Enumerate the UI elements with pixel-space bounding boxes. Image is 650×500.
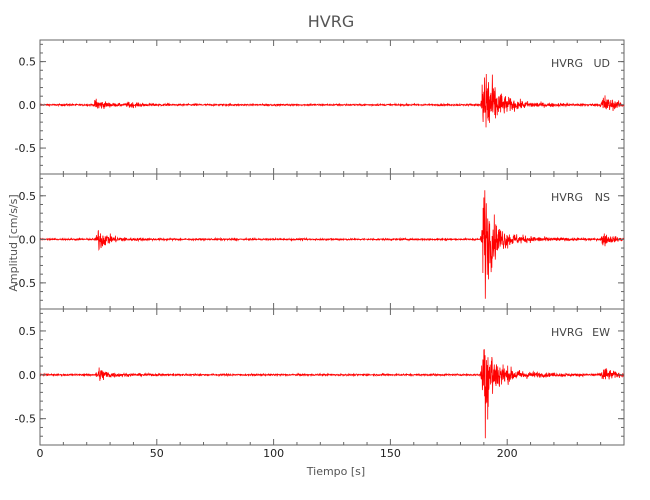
panel-frame	[39, 308, 625, 446]
panel-frame	[39, 173, 625, 310]
panel-ud: 0.5 0.0 -0.5 HVRG UD	[15, 39, 625, 175]
component-label: EW	[592, 326, 610, 339]
y-tick-label: -0.5	[15, 277, 36, 290]
y-tick-label: -0.5	[15, 142, 36, 155]
y-tick-label: 0.0	[19, 369, 37, 382]
panels-group: 0.5 0.0 -0.5 HVRG UD 0.5 0.0 -0.5 HVRG NS 0.5 0.0 -0…	[15, 39, 625, 446]
x-tick-label: 0	[37, 447, 44, 460]
x-tick-label: 50	[150, 447, 164, 460]
y-tick-label: 0.5	[19, 325, 37, 338]
component-label: UD	[593, 57, 610, 70]
station-label: HVRG	[551, 57, 583, 70]
panel-ew: 0.5 0.0 -0.5 HVRG EW	[15, 308, 625, 446]
panel-ns: 0.5 0.0 -0.5 HVRG NS	[15, 173, 625, 310]
x-tick-label: 200	[497, 447, 518, 460]
y-tick-label: -0.5	[15, 413, 36, 426]
chart-title: HVRG	[308, 12, 355, 31]
x-axis: 0 50 100 150 200	[37, 447, 518, 460]
x-tick-label: 150	[380, 447, 401, 460]
x-axis-label: Tiempo [s]	[306, 465, 365, 478]
station-label: HVRG	[551, 191, 583, 204]
waveform-ns	[39, 190, 625, 299]
y-tick-label: 0.5	[19, 190, 37, 203]
y-tick-label: 0.0	[19, 233, 37, 246]
y-tick-label: 0.0	[19, 99, 37, 112]
component-label: NS	[595, 191, 610, 204]
station-label: HVRG	[551, 326, 583, 339]
panel-frame	[39, 39, 625, 175]
y-axis-label: Amplitud [cm/s/s]	[7, 194, 20, 291]
y-tick-label: 0.5	[19, 56, 37, 69]
waveform-ud	[39, 73, 625, 128]
x-tick-label: 100	[263, 447, 284, 460]
waveform-ew	[39, 349, 625, 439]
